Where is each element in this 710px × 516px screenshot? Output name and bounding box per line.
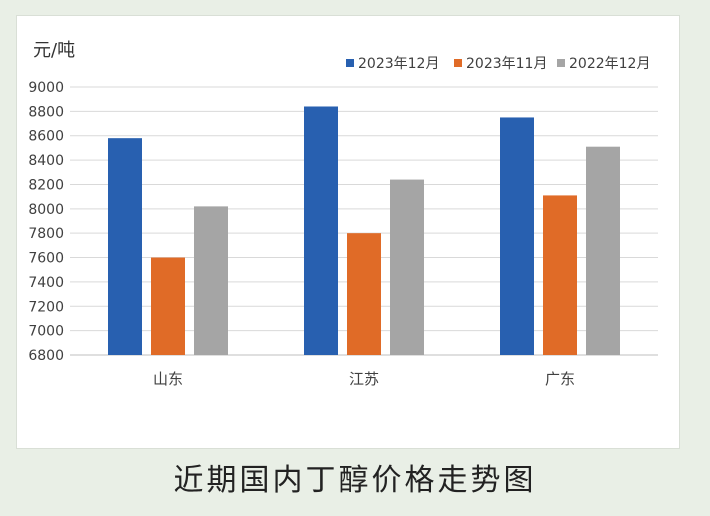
y-tick-label: 7000 [28, 324, 64, 340]
bar-1-2 [304, 106, 338, 355]
y-tick-label: 7200 [28, 299, 64, 315]
legend-swatch [454, 59, 462, 67]
bar-2-1 [151, 257, 185, 355]
x-tick-label: 江苏 [349, 370, 379, 388]
x-tick-label: 山东 [153, 370, 183, 388]
bar-3-2 [390, 179, 424, 355]
legend-swatch [557, 59, 565, 67]
bar-2-2 [347, 233, 381, 355]
bar-2-3 [543, 195, 577, 355]
legend-label: 2023年12月 [358, 56, 439, 72]
legend: 2023年12月 2023年11月 2022年12月 [346, 56, 650, 72]
y-tick-label: 8600 [28, 129, 64, 145]
y-tick-label: 6800 [28, 348, 64, 364]
legend-label: 2022年12月 [569, 56, 650, 72]
y-tick-label: 7800 [28, 226, 64, 242]
bar-1-3 [500, 117, 534, 355]
bars [108, 106, 620, 355]
bar-3-3 [586, 146, 620, 355]
y-tick-label: 8400 [28, 153, 64, 169]
x-tick-labels: 山东 江苏 广东 [153, 370, 575, 388]
bar-3-1 [194, 206, 228, 355]
y-tick-label: 8000 [28, 202, 64, 218]
legend-swatch [346, 59, 354, 67]
y-tick-label: 7600 [28, 251, 64, 267]
y-axis-label: 元/吨 [33, 40, 75, 61]
bar-1-1 [108, 138, 142, 355]
legend-label: 2023年11月 [466, 56, 547, 72]
y-tick-label: 9000 [28, 80, 64, 96]
x-tick-label: 广东 [545, 370, 575, 388]
y-tick-label: 7400 [28, 275, 64, 291]
y-tick-label: 8200 [28, 177, 64, 193]
y-tick-label: 8800 [28, 104, 64, 120]
figure-caption: 近期国内丁醇价格走势图 [173, 463, 537, 498]
y-tick-labels: 6800 7000 7200 7400 7600 7800 8000 8200 8400 8600… [28, 80, 64, 364]
